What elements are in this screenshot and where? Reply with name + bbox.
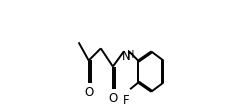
Text: O: O bbox=[108, 92, 118, 105]
Text: N: N bbox=[122, 50, 130, 63]
Text: F: F bbox=[123, 94, 129, 107]
Text: H: H bbox=[127, 50, 134, 60]
Text: O: O bbox=[84, 86, 93, 99]
